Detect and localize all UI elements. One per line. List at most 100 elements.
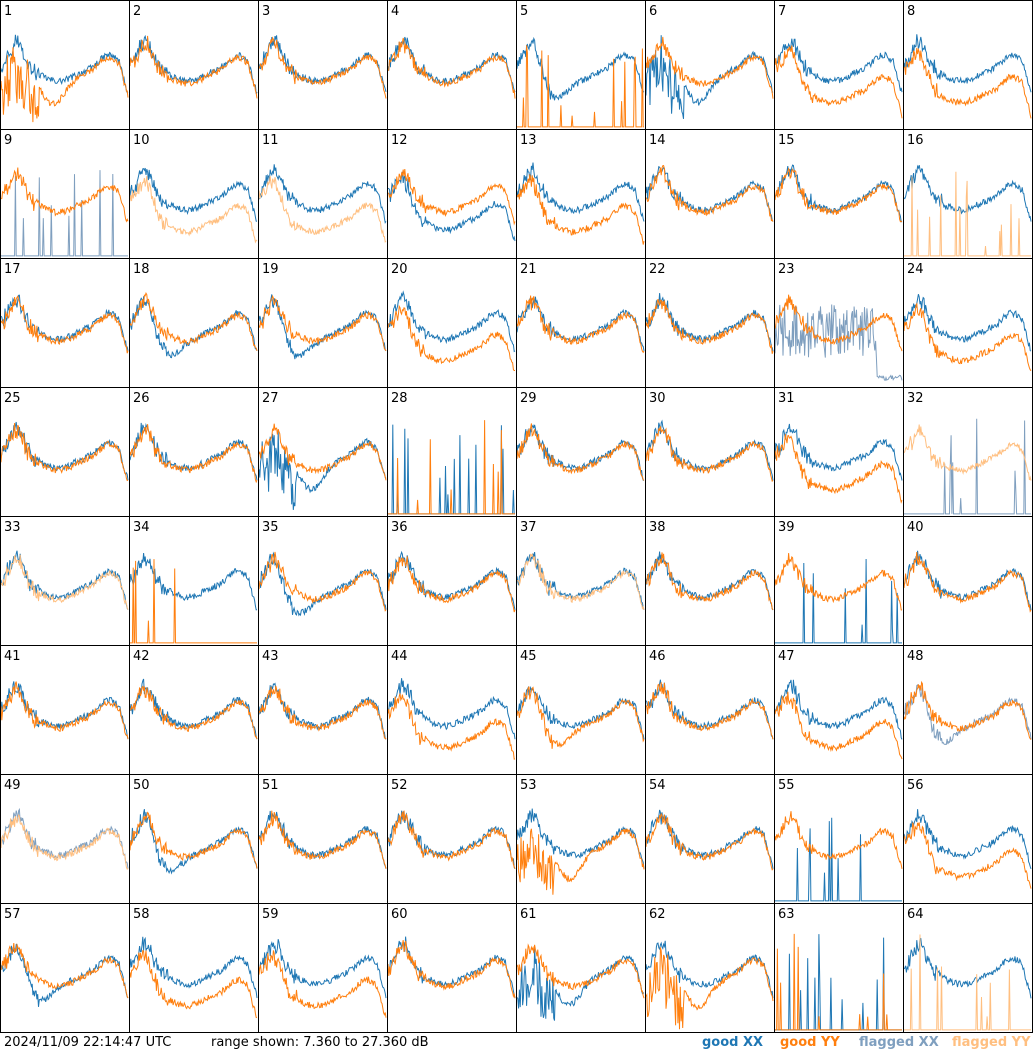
panel-49: 49 [0, 778, 129, 870]
panel-29: 29 [516, 391, 645, 481]
series-yy-29 [516, 423, 645, 481]
footer: 2024/11/09 22:14:47 UTC range shown: 7.3… [0, 1033, 1033, 1053]
series-xx-19 [258, 294, 387, 360]
panel-13: 13 [516, 133, 645, 245]
panel-label: 17 [4, 262, 21, 277]
panel-18: 18 [129, 262, 258, 359]
panel-64: 64 [903, 907, 1032, 1031]
panel-label: 28 [391, 391, 408, 406]
panel-54: 54 [645, 778, 774, 871]
range-shown: range shown: 7.360 to 27.360 dB [211, 1035, 429, 1050]
series-xx-25 [0, 421, 129, 481]
series-yy-24 [903, 302, 1032, 372]
legend-flagged-xx: flagged XX [859, 1035, 939, 1050]
panel-12: 12 [387, 133, 516, 242]
panel-39: 39 [774, 520, 903, 644]
panel-43: 43 [258, 649, 387, 740]
panel-41: 41 [0, 649, 129, 740]
panel-24: 24 [903, 262, 1032, 372]
series-xx-53 [516, 808, 645, 869]
series-yy-11 [258, 176, 387, 243]
series-yy-58 [129, 949, 258, 1019]
panel-label: 36 [391, 520, 408, 535]
series-yy-64 [904, 934, 1031, 1031]
series-xx-58 [129, 936, 258, 999]
series-yy-47 [774, 691, 903, 760]
panel-62: 62 [645, 907, 774, 1030]
series-xx-55 [775, 817, 902, 902]
panel-label: 38 [649, 520, 666, 535]
series-xx-13 [516, 162, 645, 222]
panel-label: 21 [520, 262, 537, 277]
panel-11: 11 [258, 133, 387, 243]
panel-label: 23 [778, 262, 795, 277]
panel-label: 41 [4, 649, 21, 664]
panel-19: 19 [258, 262, 387, 360]
series-yy-59 [258, 950, 387, 1018]
panel-label: 14 [649, 133, 666, 148]
series-xx-1 [0, 34, 129, 94]
series-xx-38 [645, 551, 774, 611]
panel-label: 61 [520, 907, 537, 922]
panel-label: 2 [133, 4, 141, 19]
series-yy-49 [0, 813, 129, 870]
panel-28: 28 [388, 391, 515, 515]
panel-57: 57 [0, 907, 129, 1007]
panel-label: 49 [4, 778, 21, 793]
series-xx-47 [774, 679, 903, 740]
series-yy-23 [774, 294, 903, 352]
legend-good-yy: good YY [780, 1035, 840, 1050]
panel-label: 8 [907, 4, 915, 19]
series-yy-5 [517, 45, 644, 128]
panel-label: 22 [649, 262, 666, 277]
series-yy-43 [258, 685, 387, 740]
panel-10: 10 [129, 133, 258, 244]
series-xx-5 [516, 36, 645, 101]
panel-label: 51 [262, 778, 279, 793]
panel-51: 51 [258, 778, 387, 869]
panel-label: 39 [778, 520, 795, 535]
series-xx-27 [258, 430, 387, 510]
series-yy-34 [130, 559, 257, 644]
series-yy-38 [645, 552, 774, 611]
series-xx-7 [774, 38, 903, 93]
panel-label: 1 [4, 4, 12, 19]
panel-label: 42 [133, 649, 150, 664]
panel-label: 7 [778, 4, 786, 19]
panel-7: 7 [774, 4, 903, 119]
series-xx-9 [1, 170, 128, 257]
series-yy-36 [387, 556, 516, 613]
panel-50: 50 [129, 778, 258, 875]
series-xx-39 [775, 558, 902, 644]
series-yy-17 [0, 295, 129, 354]
panel-42: 42 [129, 649, 258, 740]
series-yy-35 [258, 551, 387, 612]
panel-label: 62 [649, 907, 666, 922]
panel-label: 10 [133, 133, 150, 148]
panel-30: 30 [645, 391, 774, 482]
series-yy-3 [258, 36, 387, 99]
panel-22: 22 [645, 262, 774, 354]
series-yy-1 [0, 47, 129, 123]
series-yy-53 [516, 828, 645, 895]
series-yy-25 [0, 422, 129, 482]
series-yy-52 [387, 810, 516, 869]
series-xx-61 [516, 947, 645, 1021]
series-yy-26 [129, 424, 258, 484]
series-yy-32 [903, 424, 1032, 481]
panel-16: 16 [903, 133, 1032, 257]
panel-17: 17 [0, 262, 129, 354]
series-xx-2 [129, 34, 258, 94]
panel-label: 64 [907, 907, 924, 922]
panel-label: 57 [4, 907, 21, 922]
panel-53: 53 [516, 778, 645, 895]
panel-40: 40 [903, 520, 1032, 613]
series-xx-31 [774, 423, 903, 481]
series-xx-34 [129, 553, 258, 611]
series-yy-6 [645, 36, 774, 99]
panel-60: 60 [387, 907, 516, 999]
panel-48: 48 [903, 649, 1032, 745]
panel-61: 61 [516, 907, 645, 1021]
panel-label: 59 [262, 907, 279, 922]
